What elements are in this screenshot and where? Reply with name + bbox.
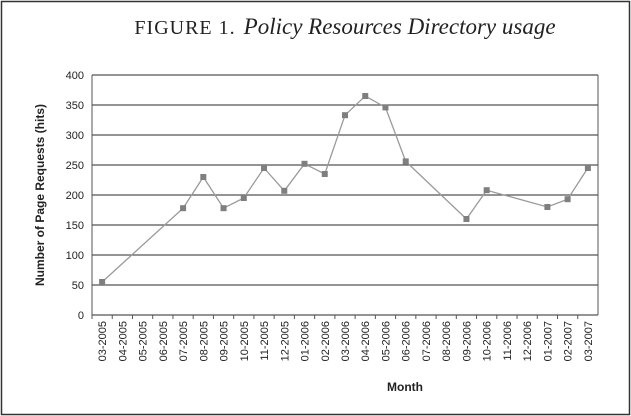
data-point <box>564 196 571 203</box>
y-tick-label: 0 <box>78 310 84 322</box>
data-point <box>240 195 247 201</box>
data-point <box>402 158 409 165</box>
x-tick-label: 12-2006 <box>522 321 534 361</box>
chart-title: Policy Resources Directory usage <box>243 14 556 39</box>
x-tick-label: 10-2006 <box>482 321 494 361</box>
y-tick-label: 400 <box>66 70 84 82</box>
x-tick-label: 03-2006 <box>340 321 352 361</box>
x-tick-label: 07-2005 <box>178 321 190 361</box>
x-tick-label: 11-2006 <box>502 321 514 361</box>
data-point <box>584 165 591 171</box>
x-tick-label: 05-2006 <box>380 321 392 361</box>
y-tick-label: 250 <box>66 160 84 172</box>
x-tick-label: 10-2005 <box>239 321 251 361</box>
x-axis-label: Month <box>387 380 423 394</box>
figure-label: FIGURE 1. <box>134 17 235 39</box>
data-point <box>382 104 389 111</box>
x-tick-label: 07-2006 <box>421 321 433 361</box>
x-tick-label: 12-2005 <box>279 321 291 361</box>
data-point <box>200 174 207 180</box>
data-point <box>342 112 348 119</box>
x-tick-label: 09-2006 <box>461 321 473 361</box>
x-tick-label: 02-2006 <box>320 321 332 361</box>
y-axis-label: Number of Page Requests (hits) <box>33 104 47 286</box>
x-tick-label: 06-2005 <box>158 321 170 361</box>
y-tick-label: 300 <box>66 130 84 142</box>
y-tick-label: 200 <box>66 190 84 202</box>
data-point <box>99 279 106 285</box>
data-point <box>261 165 268 171</box>
y-tick-label: 150 <box>66 220 84 232</box>
data-point <box>362 93 369 99</box>
data-point <box>180 205 187 212</box>
x-tick-label: 05-2005 <box>138 321 150 361</box>
x-tick-label: 03-2005 <box>97 321 109 361</box>
x-tick-label: 03-2007 <box>583 321 595 361</box>
x-tick-label: 08-2005 <box>198 321 210 361</box>
data-point <box>544 204 551 210</box>
x-tick-label: 01-2007 <box>542 321 554 361</box>
x-tick-label: 11-2005 <box>259 321 271 361</box>
data-point <box>321 171 328 177</box>
x-tick-label: 09-2005 <box>219 321 231 361</box>
x-tick-label: 02-2007 <box>563 321 575 361</box>
data-point <box>301 160 308 167</box>
y-tick-label: 50 <box>72 280 84 292</box>
x-tick-label: 04-2006 <box>360 321 372 361</box>
x-tick-label: 08-2006 <box>441 321 453 361</box>
data-point <box>281 187 288 194</box>
y-tick-label: 350 <box>66 100 84 112</box>
x-tick-label: 04-2005 <box>117 321 129 361</box>
x-tick-label: 06-2006 <box>401 321 413 361</box>
data-line <box>101 95 589 283</box>
data-point <box>220 205 227 212</box>
y-tick-label: 100 <box>66 250 84 262</box>
data-point <box>483 187 490 194</box>
x-tick-label: 01-2006 <box>300 321 312 361</box>
data-point <box>463 216 470 222</box>
